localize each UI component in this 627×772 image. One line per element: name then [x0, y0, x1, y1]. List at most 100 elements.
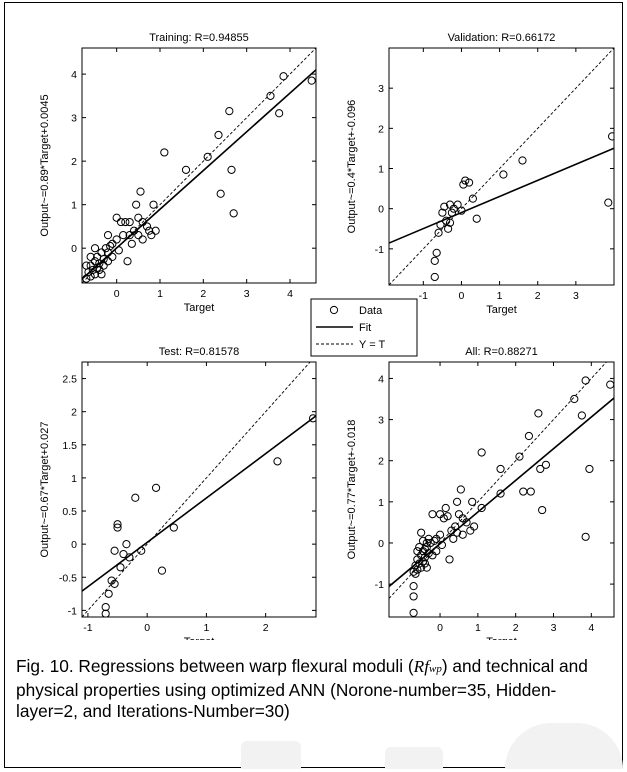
data-point	[445, 555, 454, 564]
x-tick-label: 0	[437, 622, 443, 634]
data-point	[112, 213, 121, 222]
legend-label-identity: Y = T	[359, 339, 385, 351]
data-point	[464, 178, 474, 187]
y-tick-label: 4	[71, 69, 77, 81]
x-axis-label: Target	[486, 304, 517, 316]
data-point	[468, 497, 477, 506]
data-point	[436, 220, 445, 229]
x-tick-label: 3	[551, 622, 557, 634]
data-point	[477, 503, 486, 513]
data-point	[451, 522, 460, 531]
data-point	[134, 213, 143, 222]
data-point	[113, 523, 122, 532]
data-point	[203, 152, 212, 161]
data-point	[447, 208, 457, 217]
data-point	[266, 91, 275, 100]
data-point	[524, 431, 534, 441]
data-point	[409, 592, 418, 601]
data-point	[437, 540, 447, 550]
data-point	[142, 222, 152, 231]
data-point	[123, 257, 132, 266]
data-point	[422, 538, 431, 548]
x-tick-label: 3	[573, 290, 579, 302]
y-tick-label: -0.5	[59, 572, 77, 584]
chart-title: All: R=0.88271	[465, 346, 537, 358]
data-point	[138, 235, 147, 244]
y-axis-label: Output~=0.77*Target+-0.018	[346, 420, 358, 560]
data-point	[119, 231, 128, 240]
data-point	[445, 218, 455, 227]
y-tick-label: 4	[378, 373, 384, 385]
data-point	[86, 252, 95, 261]
data-point	[90, 244, 100, 253]
data-point	[227, 165, 236, 174]
data-point	[125, 217, 134, 227]
plot-area	[81, 361, 317, 618]
regression-plots: 0 1 2 3 4 0 1 2 3 4 Training: R=0.94855 Target Outpu…	[39, 32, 615, 640]
data-point	[273, 457, 282, 466]
x-tick-label: 1	[203, 622, 209, 634]
data-point	[577, 411, 586, 420]
data-point	[132, 200, 141, 209]
data-point	[108, 252, 117, 261]
plot-area	[388, 361, 615, 618]
data-point	[499, 170, 508, 179]
data-point	[452, 528, 462, 537]
data-point	[536, 464, 545, 474]
y-tick-label: 2	[378, 456, 384, 468]
data-point	[279, 72, 288, 81]
x-tick-label: 2	[513, 622, 519, 634]
data-point	[453, 200, 462, 209]
data-point	[452, 497, 462, 506]
chart-title: Training: R=0.94855	[149, 32, 249, 44]
fit-line	[82, 69, 316, 280]
panel-all: 0 1 2 3 4 -1 0 1 2 3 4 All: R=0.88271 Target Output~=…	[346, 346, 615, 640]
x-axis-label: Target	[486, 636, 517, 640]
data-point	[82, 261, 91, 270]
legend-label-data: Data	[359, 305, 383, 317]
x-tick-label: 0	[114, 288, 120, 300]
data-point	[275, 109, 284, 118]
caption-text-end: ) and technical and physical properties …	[16, 656, 588, 721]
y-tick-label: -1	[68, 605, 77, 617]
watermark-shape	[241, 741, 301, 769]
data-point	[607, 132, 614, 141]
panel-test: -1 0 1 2 -1 -0.5 0 0.5 1 1.5 2 2.5 Test: R=0.81578 Ta…	[39, 346, 317, 640]
data-point	[97, 270, 106, 279]
fit-line	[389, 147, 614, 244]
data-point	[147, 231, 156, 240]
y-tick-label: 3	[378, 415, 384, 427]
x-tick-label: 1	[497, 290, 503, 302]
chart-title: Test: R=0.81578	[159, 346, 239, 358]
data-point	[432, 248, 441, 257]
data-point	[134, 231, 143, 240]
identity-line	[389, 362, 607, 599]
x-tick-label: -1	[83, 622, 92, 634]
data-point	[468, 194, 477, 203]
y-tick-label: 1	[71, 200, 77, 212]
legend: Data Fit Y = T	[310, 298, 418, 357]
y-tick-label: 1.5	[62, 440, 77, 452]
data-point	[121, 217, 130, 227]
data-point	[496, 489, 505, 498]
data-point	[430, 536, 439, 546]
data-point	[456, 485, 465, 494]
data-point	[131, 493, 140, 502]
x-tick-label: 0	[459, 290, 465, 302]
data-point	[430, 256, 439, 265]
data-point	[409, 582, 418, 591]
data-point	[534, 409, 543, 418]
panel-training: 0 1 2 3 4 0 1 2 3 4 Training: R=0.94855 Target Outpu…	[39, 32, 317, 314]
data-point	[308, 414, 316, 423]
fit-line	[389, 397, 614, 588]
y-tick-label: 2	[378, 123, 384, 135]
data-point	[157, 566, 167, 575]
data-point	[169, 523, 178, 532]
data-point	[127, 239, 136, 248]
x-tick-label: -1	[419, 290, 428, 302]
fit-line	[82, 415, 316, 592]
data-point	[99, 261, 108, 270]
data-point	[432, 547, 441, 556]
y-tick-label: 3	[71, 113, 77, 125]
data-point	[229, 209, 238, 218]
